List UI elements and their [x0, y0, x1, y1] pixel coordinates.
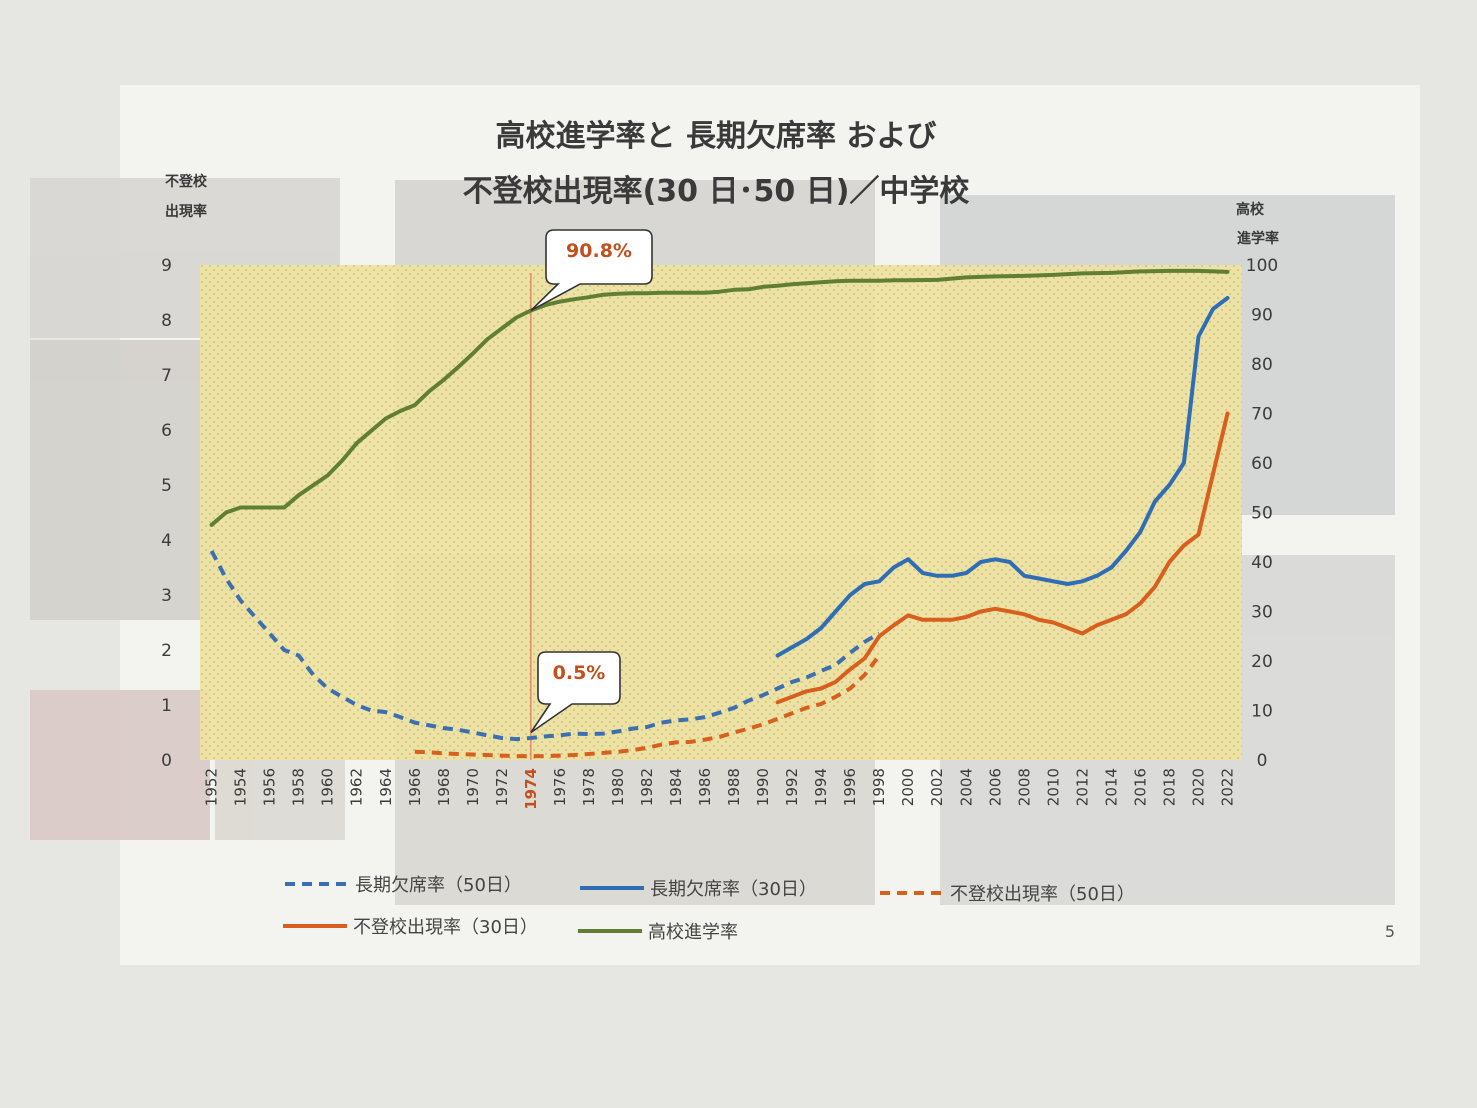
x-tick-label: 1968: [435, 768, 453, 806]
legend-label: 高校進学率: [648, 922, 738, 943]
legend-label: 不登校出現率（30日）: [353, 917, 538, 938]
x-tick-label: 1970: [464, 768, 482, 806]
right-tick-label: 30: [1251, 603, 1273, 623]
right-axis-ticks: 0 10 20 30 40 50 60 70 80 90 100: [1246, 256, 1278, 771]
right-axis-label-line1: 高校: [1236, 201, 1265, 218]
callout-2: 0.5%: [530, 651, 621, 734]
left-tick-label: 7: [161, 366, 172, 386]
left-tick-label: 5: [161, 476, 172, 496]
x-tick-label: 2006: [986, 768, 1004, 806]
legend-item-2: 長期欠席率（30日）: [580, 879, 817, 900]
x-tick-label: 2014: [1102, 768, 1120, 806]
series-line-2: [775, 296, 1230, 658]
right-tick-label: 70: [1251, 405, 1273, 425]
x-tick-label: 1964: [377, 768, 395, 806]
legend-item-1: 長期欠席率（50日）: [285, 875, 522, 896]
right-tick-label: 50: [1251, 504, 1273, 524]
left-tick-label: 1: [161, 696, 172, 716]
x-tick-label: 1952: [203, 768, 221, 806]
chart-title-line1: 高校進学率と 長期欠席率 および: [496, 119, 937, 154]
left-axis-label-line2: 出現率: [165, 203, 207, 220]
legend-label: 長期欠席率（30日）: [650, 879, 817, 900]
x-tick-label: 2002: [928, 768, 946, 806]
series-line-3: [414, 654, 881, 759]
right-tick-label: 90: [1251, 306, 1273, 326]
x-tick-label: 2004: [957, 768, 975, 806]
x-tick-label: 1986: [696, 768, 714, 806]
right-tick-label: 40: [1251, 553, 1273, 573]
x-tick-label: 1960: [319, 768, 337, 806]
x-tick-label: 1958: [290, 768, 308, 806]
callout-1: 90.8%: [530, 229, 653, 312]
left-tick-label: 0: [161, 751, 172, 771]
x-tick-label: 2010: [1044, 768, 1062, 806]
x-tick-label: 2012: [1073, 768, 1091, 806]
chart-title-line2: 不登校出現率(30 日･50 日)／中学校: [463, 174, 970, 209]
x-tick-label: 1994: [812, 768, 830, 806]
left-tick-label: 6: [161, 421, 172, 441]
x-tick-label: 1962: [348, 768, 366, 806]
x-tick-label: 1966: [406, 768, 424, 806]
series-line-5: [209, 268, 1230, 527]
x-tick-label: 1976: [551, 768, 569, 806]
x-tick-label: 2022: [1218, 768, 1236, 806]
x-tick-label: 1984: [667, 768, 685, 806]
right-tick-label: 80: [1251, 355, 1273, 375]
page-number: 5: [1385, 922, 1395, 941]
x-tick-label: 1982: [638, 768, 656, 806]
x-tick-label: 1954: [232, 768, 250, 806]
legend-item-4: 不登校出現率（30日）: [283, 917, 538, 938]
left-axis-label-line1: 不登校: [165, 173, 208, 190]
right-tick-label: 0: [1257, 751, 1268, 771]
x-tick-label: 2000: [899, 768, 917, 806]
x-tick-label: 1988: [725, 768, 743, 806]
x-tick-label: 1990: [754, 768, 772, 806]
legend-item-5: 高校進学率: [578, 922, 738, 943]
left-tick-label: 3: [161, 586, 172, 606]
series-line-1: [209, 550, 881, 742]
series-layer: [209, 268, 1230, 759]
right-tick-label: 60: [1251, 454, 1273, 474]
x-tick-label: 1974: [522, 768, 540, 810]
left-tick-label: 9: [161, 256, 172, 276]
x-tick-label: 1980: [609, 768, 627, 806]
legend: 長期欠席率（50日） 長期欠席率（30日） 不登校出現率（50日） 不登校出現率（30…: [283, 875, 1135, 943]
callout-label: 0.5%: [553, 662, 606, 684]
callout-label: 90.8%: [566, 240, 632, 262]
right-tick-label: 100: [1246, 256, 1278, 276]
right-axis-label-line2: 進学率: [1237, 230, 1279, 247]
x-tick-label: 1978: [580, 768, 598, 806]
x-tick-label: 1992: [783, 768, 801, 806]
callout-layer: 90.8% 0.5%: [530, 229, 653, 734]
callout-box: [530, 229, 653, 312]
left-tick-label: 2: [161, 641, 172, 661]
callout-box: [530, 651, 621, 734]
x-tick-label: 1998: [870, 768, 888, 806]
left-axis-ticks: 0 1 2 3 4 5 6 7 8 9: [161, 256, 172, 771]
x-tick-label: 2008: [1015, 768, 1033, 806]
left-tick-label: 4: [161, 531, 172, 551]
x-axis-ticks: 1952 1954 1956 1958 1960 1962 1964 1966 1968 1970…: [203, 768, 1237, 810]
series-line-4: [775, 411, 1230, 705]
legend-label: 長期欠席率（50日）: [355, 875, 522, 896]
x-tick-label: 2016: [1131, 768, 1149, 806]
x-tick-label: 1972: [493, 768, 511, 806]
right-tick-label: 10: [1251, 702, 1273, 722]
legend-label: 不登校出現率（50日）: [950, 884, 1135, 905]
right-tick-label: 20: [1251, 652, 1273, 672]
x-tick-label: 1996: [841, 768, 859, 806]
left-tick-label: 8: [161, 311, 172, 331]
plot-area: [200, 265, 1242, 760]
x-tick-label: 2020: [1189, 768, 1207, 806]
legend-item-3: 不登校出現率（50日）: [880, 884, 1135, 905]
x-tick-label: 1956: [261, 768, 279, 806]
x-tick-label: 2018: [1160, 768, 1178, 806]
